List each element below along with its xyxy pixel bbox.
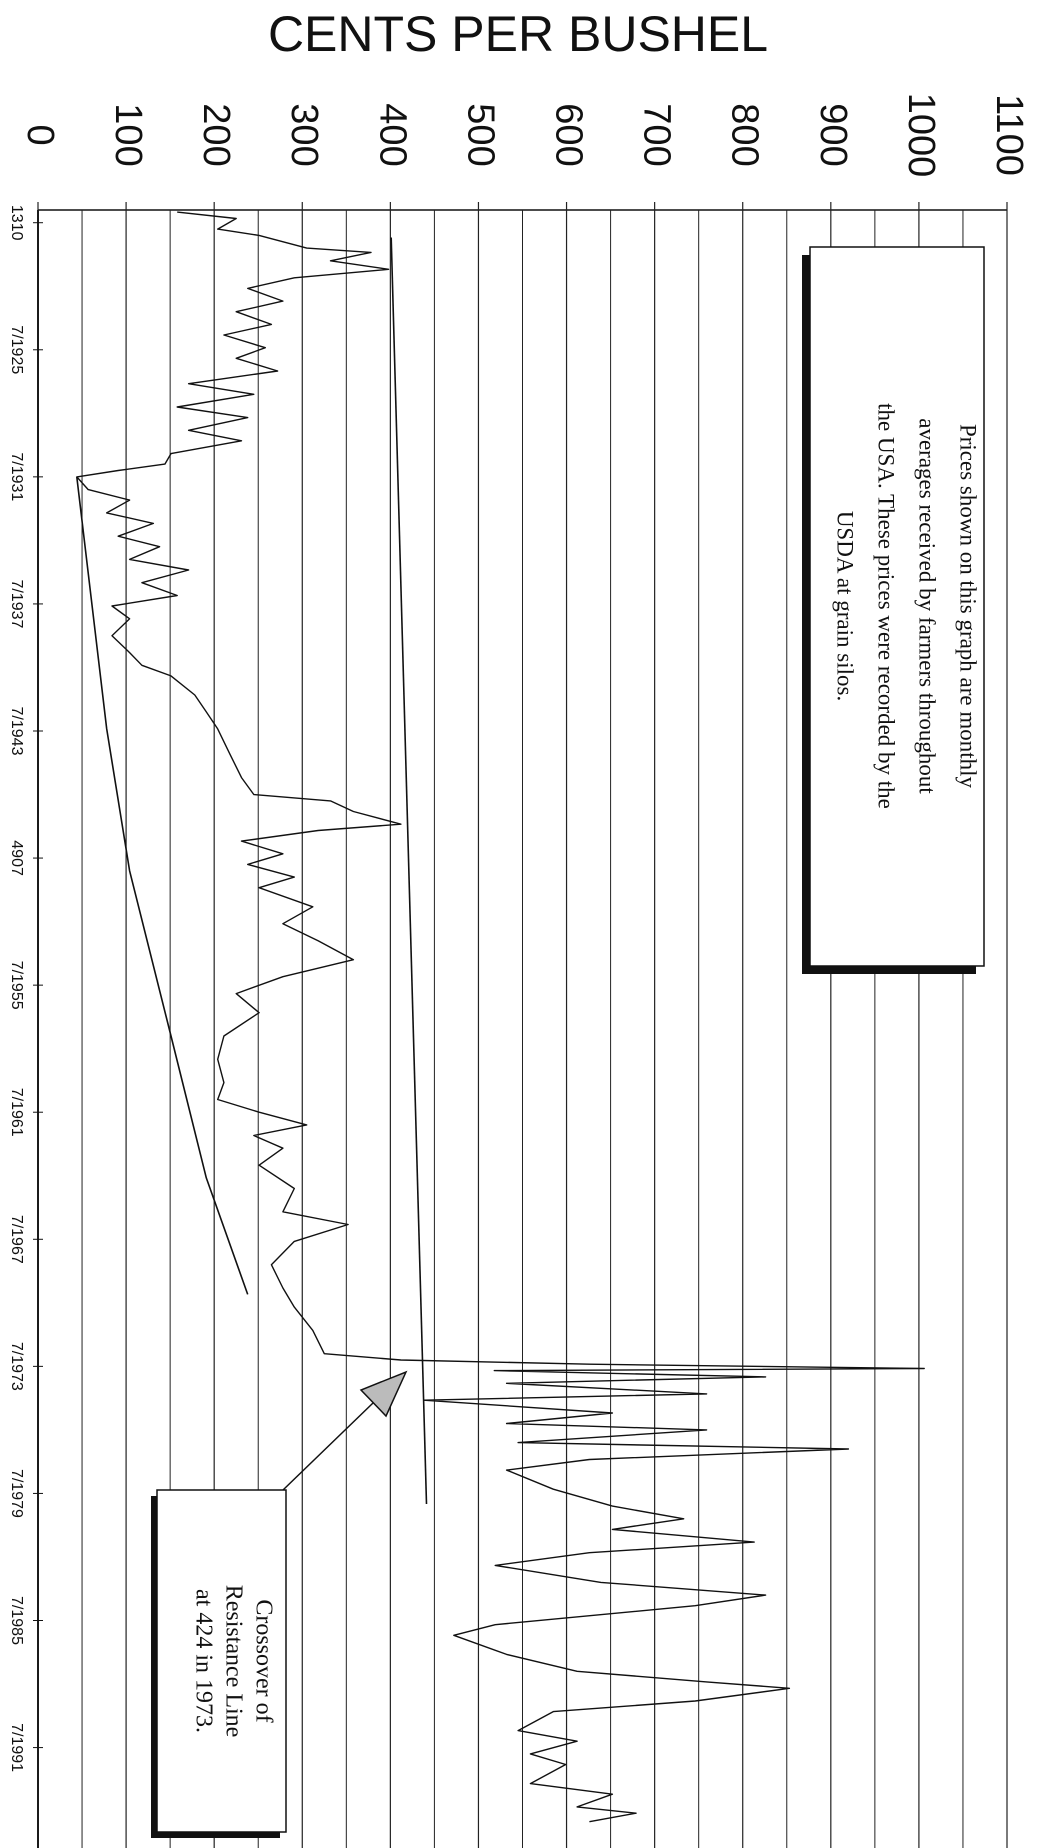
trend-line xyxy=(390,237,428,1505)
y-tick-label: 600 xyxy=(548,103,590,166)
y-tick-label: 200 xyxy=(195,103,237,166)
callout-box xyxy=(156,1489,287,1833)
x-tick-label: 4907 xyxy=(8,840,25,876)
x-tick-label: 7/1973 xyxy=(8,1342,25,1391)
y-tick-label: 1100 xyxy=(988,94,1030,176)
y-tick-label: 500 xyxy=(459,103,501,166)
y-tick-label: 1000 xyxy=(900,93,942,178)
y-tick-label: 0 xyxy=(19,124,61,145)
x-tick-label: 7/1961 xyxy=(8,1088,25,1137)
x-tick-label: 7/1979 xyxy=(8,1469,25,1518)
note-text: averages received by farmers throughout xyxy=(915,418,940,794)
x-tick-label: 7/1985 xyxy=(8,1596,25,1645)
x-tick-label: 7/1937 xyxy=(8,579,25,628)
note-text: USDA at grain silos. xyxy=(833,511,858,701)
x-tick-label: 7/1931 xyxy=(8,452,25,501)
note-box xyxy=(809,246,985,967)
callout-text: Crossover of xyxy=(250,1599,276,1722)
y-tick-label: 800 xyxy=(724,103,766,166)
x-tick-label: 7/1955 xyxy=(8,961,25,1010)
callout-text: at 424 in 1973. xyxy=(190,1589,216,1733)
annotations: Prices shown on this graph are monthly av… xyxy=(190,403,980,1737)
y-tick-label: 400 xyxy=(371,103,413,166)
price-line xyxy=(76,211,925,1823)
callout-arrow-head xyxy=(359,1370,408,1418)
trend-line xyxy=(76,476,249,1295)
x-tick-label: 7/1925 xyxy=(8,325,25,374)
chart-title: CENTS PER BUSHEL xyxy=(268,6,768,62)
x-tick-label: 1310 xyxy=(8,205,25,241)
x-tick-label: 7/1943 xyxy=(8,707,25,756)
y-tick-label: 700 xyxy=(636,103,678,166)
callout-arrow-line xyxy=(282,1402,374,1491)
x-tick-label: 7/1967 xyxy=(8,1215,25,1264)
note-text: the USA. These prices were recorded by t… xyxy=(874,403,899,809)
plot: 0 100 200 300 400 500 600 700 800 900 1000 1100 1310… xyxy=(8,93,1030,1848)
x-tick-label: 7/1991 xyxy=(8,1723,25,1772)
y-tick-label: 900 xyxy=(812,103,854,166)
y-tick-label: 100 xyxy=(107,103,149,166)
note-text: Prices shown on this graph are monthly xyxy=(956,424,981,789)
callout-text: Resistance Line xyxy=(220,1585,246,1738)
y-tick-label: 300 xyxy=(283,103,325,166)
